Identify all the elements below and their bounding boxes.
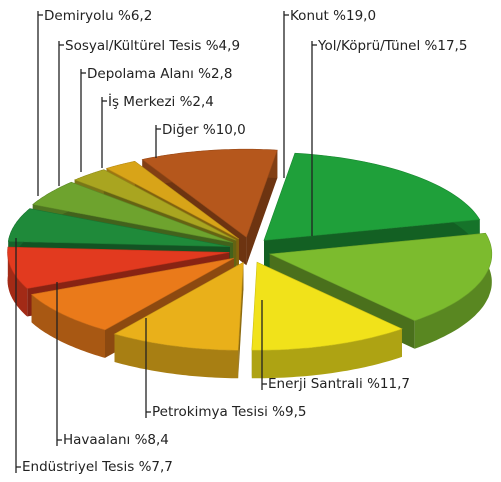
- slice-top: [251, 261, 403, 351]
- slice-top: [105, 160, 240, 240]
- slice-value: %2,4: [180, 94, 214, 110]
- slice-value: %17,5: [425, 38, 468, 54]
- slice-label: Petrokimya Tesisi %9,5: [152, 404, 306, 420]
- slice-side: [7, 247, 28, 317]
- slice-label: Diğer %10,0: [162, 122, 246, 138]
- slice-name: Endüstriyel Tesis: [22, 459, 134, 475]
- slice: [251, 261, 403, 379]
- slice-value: %7,7: [139, 459, 173, 475]
- slice-label: Konut %19,0: [290, 8, 376, 24]
- slice-top: [7, 246, 230, 289]
- slice-value: %10,0: [203, 122, 246, 138]
- slice-value: %11,7: [367, 376, 410, 392]
- slice-top: [32, 181, 234, 243]
- slice-side: [246, 150, 278, 266]
- slice-top: [141, 148, 278, 238]
- slice-name: Konut: [290, 8, 329, 24]
- slice-side: [251, 328, 402, 379]
- slice-name: Depolama Alanı: [87, 66, 194, 82]
- slice-top: [30, 257, 235, 331]
- slice-name: Havaalanı: [63, 432, 130, 448]
- slice-label: Depolama Alanı %2,8: [87, 66, 232, 82]
- slice-label: Sosyal/Kültürel Tesis %4,9: [65, 38, 240, 54]
- slice-top: [263, 152, 481, 241]
- slice-name: Yol/Köprü/Tünel: [317, 38, 420, 54]
- slice-side: [238, 262, 244, 379]
- slice-label: Enerji Santrali %11,7: [268, 376, 410, 392]
- slice-value: %19,0: [333, 8, 376, 24]
- slice-value: %8,4: [135, 432, 169, 448]
- slice-value: %9,5: [272, 404, 306, 420]
- slice-top: [73, 169, 237, 241]
- slice-label: Havaalanı %8,4: [63, 432, 169, 448]
- slice-label: Endüstriyel Tesis %7,7: [22, 459, 173, 475]
- slice-value: %2,8: [198, 66, 232, 82]
- slice-name: Sosyal/Kültürel Tesis: [65, 38, 201, 54]
- slice-value: %6,2: [118, 8, 152, 24]
- slice-name: Diğer: [162, 122, 199, 138]
- slice-top: [113, 261, 244, 351]
- slice-value: %4,9: [206, 38, 240, 54]
- slice-name: Petrokimya Tesisi: [152, 404, 268, 420]
- slice-side: [31, 294, 106, 358]
- slice-side: [414, 233, 492, 349]
- slice-name: Demiryolu: [44, 8, 114, 24]
- slice-top: [268, 232, 493, 322]
- slice-name: Enerji Santrali: [268, 376, 363, 392]
- slice-label: Demiryolu %6,2: [44, 8, 152, 24]
- slice-label: İş Merkezi %2,4: [108, 92, 214, 110]
- slice-name: İş Merkezi: [108, 92, 175, 110]
- slice-top: [7, 208, 230, 247]
- slice-label: Yol/Köprü/Tünel %17,5: [317, 38, 467, 54]
